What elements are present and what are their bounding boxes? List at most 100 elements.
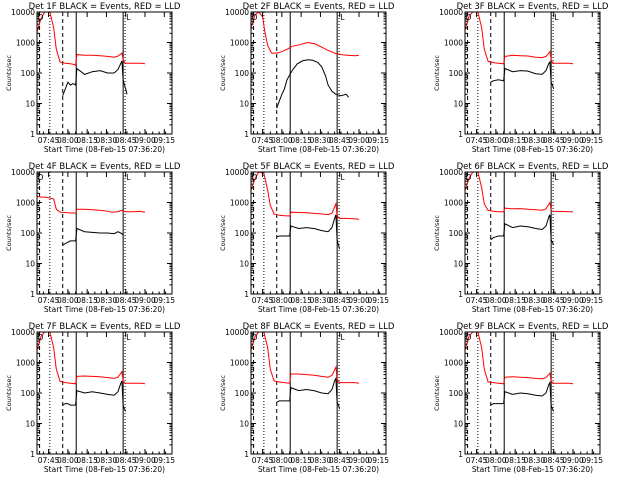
x-axis-label: Start Time (08-Feb-15 07:36:20) (44, 145, 165, 154)
y-tick-label: 1000 (444, 199, 463, 208)
y-tick-label: 1 (458, 130, 463, 139)
corner-label-l: L (340, 13, 345, 22)
panel-title: Det 1F BLACK = Events, RED = LLD (29, 2, 181, 12)
x-axis-label: Start Time (08-Feb-15 07:36:20) (472, 305, 593, 314)
panel-title: Det 3F BLACK = Events, RED = LLD (457, 2, 609, 12)
x-tick-label: 08:00 (271, 456, 293, 465)
y-tick-label: 100 (235, 229, 250, 238)
y-tick-label: 1000 (230, 39, 249, 48)
panel-6: Det 6F BLACK = Events, RED = LLD 1 10 100 10… (433, 162, 609, 314)
panel-7: Det 7F BLACK = Events, RED = LLD 1 10 100 10… (5, 322, 181, 474)
x-tick-label: 09:15 (581, 136, 603, 145)
y-tick-label: 100 (21, 69, 36, 78)
y-tick-label: 1 (244, 130, 249, 139)
y-tick-label: 1 (30, 290, 35, 299)
x-tick-label: 09:00 (348, 136, 370, 145)
series-events-line (490, 380, 555, 412)
y-tick-label: 1000 (230, 199, 249, 208)
x-tick-label: 08:00 (485, 136, 507, 145)
x-tick-label: 08:45 (543, 296, 565, 305)
x-tick-label: 08:00 (271, 136, 293, 145)
series-lld-line (37, 332, 146, 385)
plot-frame (250, 331, 387, 455)
x-tick-label: 08:30 (310, 136, 332, 145)
x-tick-label: 08:15 (504, 296, 526, 305)
corner-label-d: D (252, 333, 258, 342)
series-events-line (276, 376, 341, 410)
x-tick-label: 08:30 (310, 456, 332, 465)
x-tick-label: 09:00 (348, 456, 370, 465)
y-tick-label: 10 (453, 100, 463, 109)
corner-label-l: L (126, 333, 131, 342)
x-tick-label: 08:15 (504, 136, 526, 145)
panel-title: Det 7F BLACK = Events, RED = LLD (29, 322, 181, 332)
corner-label-l: L (554, 173, 559, 182)
x-axis-label: Start Time (08-Feb-15 07:36:20) (258, 305, 379, 314)
x-tick-label: 07:45 (252, 136, 274, 145)
x-tick-label: 09:15 (581, 296, 603, 305)
y-tick-label: 1 (244, 290, 249, 299)
x-tick-label: 09:00 (134, 136, 156, 145)
plot-frame (36, 331, 173, 455)
y-axis-label: Counts/sec (5, 375, 13, 411)
y-tick-label: 10000 (439, 328, 463, 337)
x-tick-label: 09:15 (153, 296, 175, 305)
x-tick-label: 08:00 (57, 456, 79, 465)
y-tick-label: 10000 (11, 328, 35, 337)
panel-3: Det 3F BLACK = Events, RED = LLD 1 10 100 10… (433, 2, 609, 154)
y-tick-label: 1 (244, 450, 249, 459)
y-tick-label: 1000 (444, 359, 463, 368)
y-tick-label: 1000 (230, 359, 249, 368)
y-tick-label: 1 (30, 450, 35, 459)
series-lld-line (465, 332, 574, 385)
x-tick-label: 08:45 (543, 456, 565, 465)
x-tick-label: 09:15 (153, 456, 175, 465)
x-tick-label: 09:00 (562, 456, 584, 465)
y-tick-label: 10000 (439, 168, 463, 177)
series-events-line (276, 59, 350, 109)
panel-title: Det 8F BLACK = Events, RED = LLD (243, 322, 395, 332)
x-tick-label: 08:30 (96, 136, 118, 145)
x-tick-label: 08:00 (485, 296, 507, 305)
corner-label-l: L (340, 173, 345, 182)
x-tick-label: 09:15 (367, 136, 389, 145)
x-tick-label: 07:45 (252, 296, 274, 305)
y-tick-label: 100 (449, 229, 464, 238)
x-tick-label: 08:15 (76, 456, 98, 465)
x-tick-label: 08:00 (271, 296, 293, 305)
panel-8: Det 8F BLACK = Events, RED = LLD 1 10 100 10… (219, 322, 395, 474)
x-tick-label: 07:45 (38, 296, 60, 305)
y-tick-label: 10 (25, 420, 35, 429)
x-axis-label: Start Time (08-Feb-15 07:36:20) (258, 465, 379, 474)
x-axis-label: Start Time (08-Feb-15 07:36:20) (472, 465, 593, 474)
x-tick-label: 09:00 (134, 456, 156, 465)
y-axis-label: Counts/sec (219, 375, 227, 411)
corner-label-l: L (340, 333, 345, 342)
y-tick-label: 1 (30, 130, 35, 139)
corner-label-d: D (38, 333, 44, 342)
x-tick-label: 08:15 (290, 456, 312, 465)
x-tick-label: 07:45 (466, 296, 488, 305)
corner-label-l: L (126, 173, 131, 182)
x-tick-label: 07:45 (466, 136, 488, 145)
x-tick-label: 07:45 (38, 456, 60, 465)
x-tick-label: 09:15 (581, 456, 603, 465)
plot-frame (464, 331, 601, 455)
y-tick-label: 10000 (225, 168, 249, 177)
y-axis-label: Counts/sec (433, 375, 441, 411)
y-tick-label: 100 (235, 69, 250, 78)
x-tick-label: 08:15 (290, 136, 312, 145)
y-tick-label: 1000 (16, 39, 35, 48)
corner-label-d: D (466, 13, 472, 22)
y-tick-label: 10 (453, 420, 463, 429)
corner-label-d: D (252, 13, 258, 22)
corner-label-d: D (38, 13, 44, 22)
series-events-line (276, 214, 341, 250)
corner-label-l: L (554, 13, 559, 22)
x-tick-label: 08:45 (115, 136, 137, 145)
x-tick-label: 08:45 (329, 136, 351, 145)
corner-label-d: D (38, 173, 44, 182)
series-lld-line (37, 195, 146, 214)
x-tick-label: 07:45 (38, 136, 60, 145)
x-tick-label: 08:30 (310, 296, 332, 305)
